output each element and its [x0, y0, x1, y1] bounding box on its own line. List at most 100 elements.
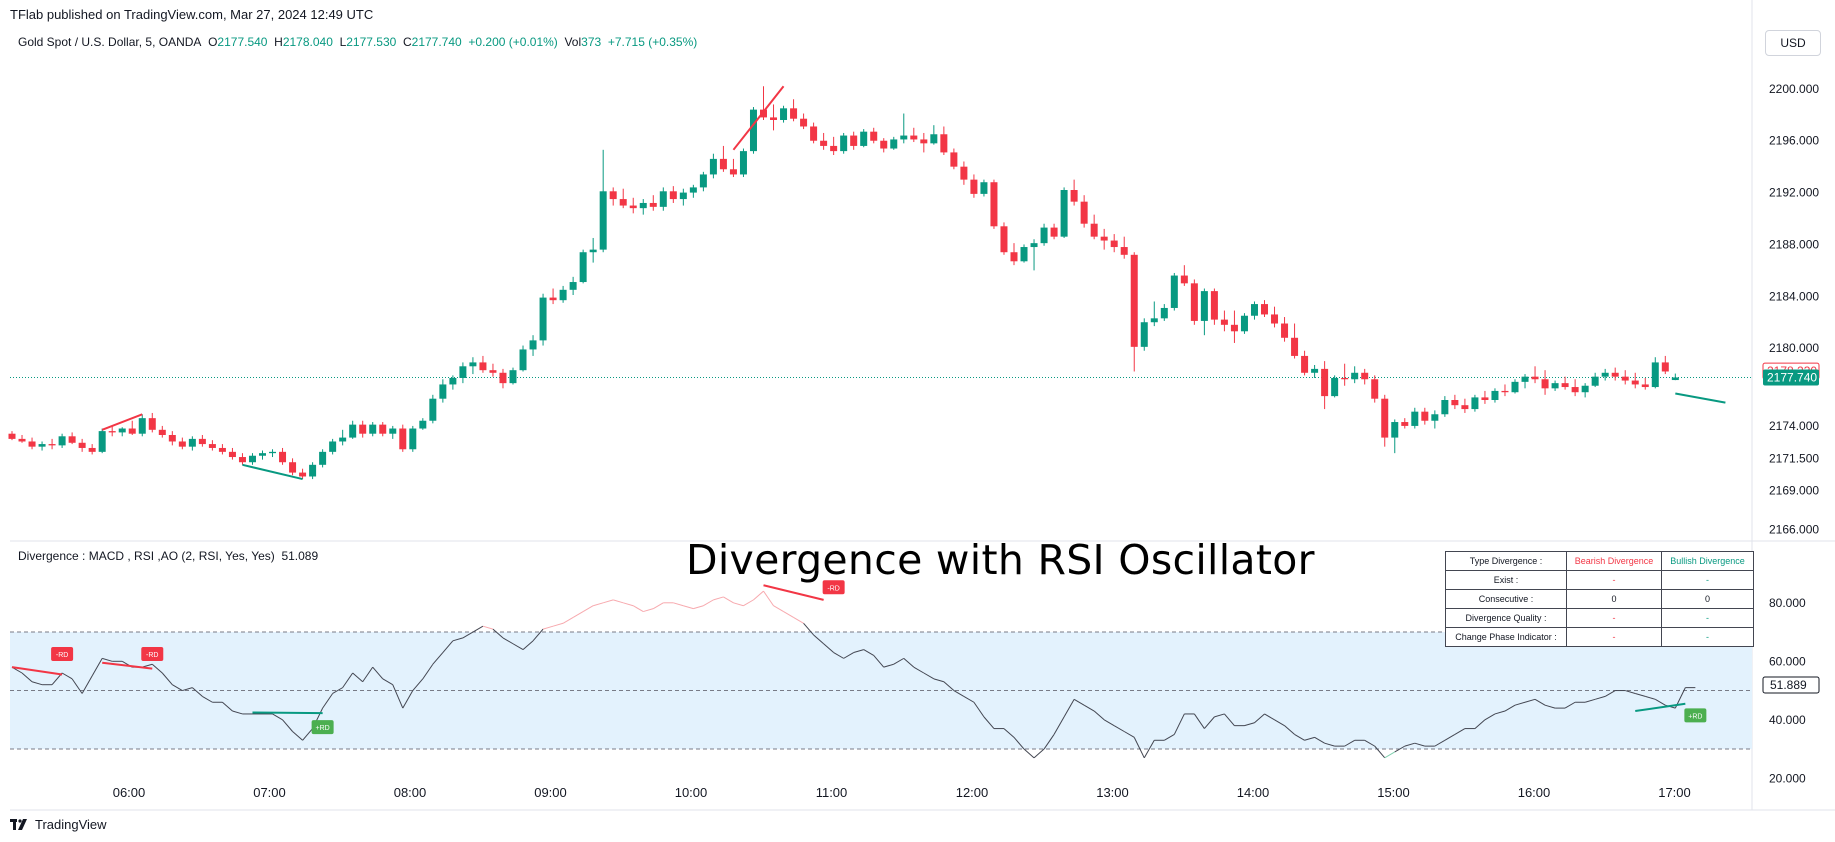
rsi-line-segment: [833, 652, 844, 659]
candle-body: [279, 451, 287, 463]
candle-body: [579, 252, 587, 283]
rsi-line-segment: [562, 616, 574, 624]
candle-body: [1401, 422, 1409, 426]
rsi-tick-label: 80.000: [1769, 596, 1806, 610]
rsi-line-segment: [1204, 716, 1215, 729]
rsi-line-segment: [1595, 695, 1606, 700]
candle-body: [1611, 372, 1619, 377]
rsi-line-segment: [1013, 737, 1025, 750]
candle-body: [850, 135, 858, 146]
candle-body: [399, 428, 407, 450]
rsi-line-segment: [1043, 734, 1055, 750]
candle-body: [749, 109, 757, 152]
time-tick-label: 17:00: [1658, 785, 1691, 800]
rsi-line-segment: [1214, 713, 1225, 718]
rsi-line-segment: [482, 625, 494, 630]
candle-body: [1150, 318, 1158, 323]
divergence-label-box: [141, 646, 164, 661]
candle-body: [509, 370, 517, 384]
rsi-line-segment: [1073, 698, 1085, 706]
rsi-line-segment: [272, 713, 283, 721]
rsi-line-segment: [422, 663, 434, 680]
rsi-line-segment: [1404, 742, 1415, 747]
table-row-label: Change Phase Indicator :: [1445, 627, 1567, 647]
rsi-pane: -RD -RD +RD -RD +RD: [10, 580, 1752, 759]
candle-body: [659, 191, 667, 207]
rsi-line-segment: [743, 599, 754, 607]
candle-body: [760, 109, 767, 118]
candle-body: [1421, 411, 1429, 421]
candle-body: [8, 433, 16, 439]
table-row: Exist : - -: [1445, 570, 1754, 590]
candle-body: [689, 187, 697, 193]
price-tick-label: 2171.500: [1769, 451, 1819, 465]
table-cell-bullish: -: [1661, 608, 1754, 628]
rsi-line-segment: [1173, 713, 1185, 735]
rsi-line-segment: [1494, 710, 1506, 715]
rsi-line-segment: [161, 672, 173, 686]
candle-body: [339, 437, 347, 442]
candle-body: [168, 435, 176, 442]
candle-body: [1080, 201, 1088, 224]
close-value: 2177.740: [411, 35, 462, 49]
candle-body: [1220, 319, 1228, 325]
rsi-line-segment: [61, 672, 73, 680]
price-pane: [8, 85, 1752, 481]
candle-body: [259, 453, 266, 456]
currency-button[interactable]: USD: [1765, 30, 1821, 56]
close-label: C: [402, 35, 412, 49]
rsi-tick-label: 60.000: [1769, 654, 1806, 668]
candle-body: [1180, 275, 1188, 284]
candle-body: [138, 418, 146, 434]
candle-body: [1461, 405, 1469, 410]
candle-body: [158, 429, 166, 435]
rsi-line-segment: [1294, 733, 1305, 741]
candle-body: [1671, 377, 1679, 381]
rsi-line-segment: [472, 625, 484, 633]
candle-body: [18, 438, 26, 442]
candle-body: [519, 349, 527, 371]
candle-body: [780, 108, 788, 120]
candle-body: [198, 438, 206, 445]
candle-body: [349, 424, 357, 438]
price-tick-label: 2166.000: [1769, 523, 1819, 537]
rsi-line-segment: [512, 643, 524, 651]
rsi-line-segment: [81, 675, 93, 694]
candle-body: [68, 436, 76, 443]
rsi-line-segment: [1584, 698, 1596, 703]
table-row-label: Consecutive :: [1445, 589, 1567, 609]
time-tick-label: 13:00: [1096, 785, 1129, 800]
candle-body: [188, 438, 196, 447]
divergence-label: -RD: [146, 652, 158, 659]
candle-body: [589, 249, 597, 253]
rsi-line-segment: [1394, 745, 1406, 753]
rsi-line-segment: [693, 605, 704, 610]
footer-brand[interactable]: TradingView: [10, 817, 107, 832]
candle-body: [890, 139, 898, 149]
price-tick-label: 2184.000: [1769, 289, 1819, 303]
rsi-line-segment: [603, 599, 614, 604]
indicator-title: Divergence with RSI Oscillator: [686, 536, 1315, 584]
rsi-line-segment: [943, 681, 955, 691]
rsi-line-segment: [292, 731, 303, 741]
rsi-line-segment: [102, 657, 113, 662]
rsi-line-segment: [1604, 690, 1616, 697]
candle-body: [790, 108, 798, 119]
rsi-line-segment: [302, 728, 313, 741]
candle-body: [739, 151, 747, 175]
candle-body: [940, 134, 948, 153]
rsi-line-segment: [953, 690, 965, 697]
candle-body: [1020, 247, 1028, 262]
rsi-line-segment: [1635, 692, 1646, 697]
candle-body: [309, 464, 317, 477]
rsi-line-segment: [1244, 722, 1255, 727]
rsi-line-segment: [1645, 695, 1656, 700]
candle-body: [1661, 362, 1669, 372]
candle-body: [1200, 291, 1208, 321]
time-tick-label: 08:00: [394, 785, 427, 800]
candle-body: [329, 441, 337, 452]
candle-body: [1090, 223, 1098, 237]
rsi-line-segment: [1564, 701, 1576, 709]
candle-body: [28, 441, 36, 447]
